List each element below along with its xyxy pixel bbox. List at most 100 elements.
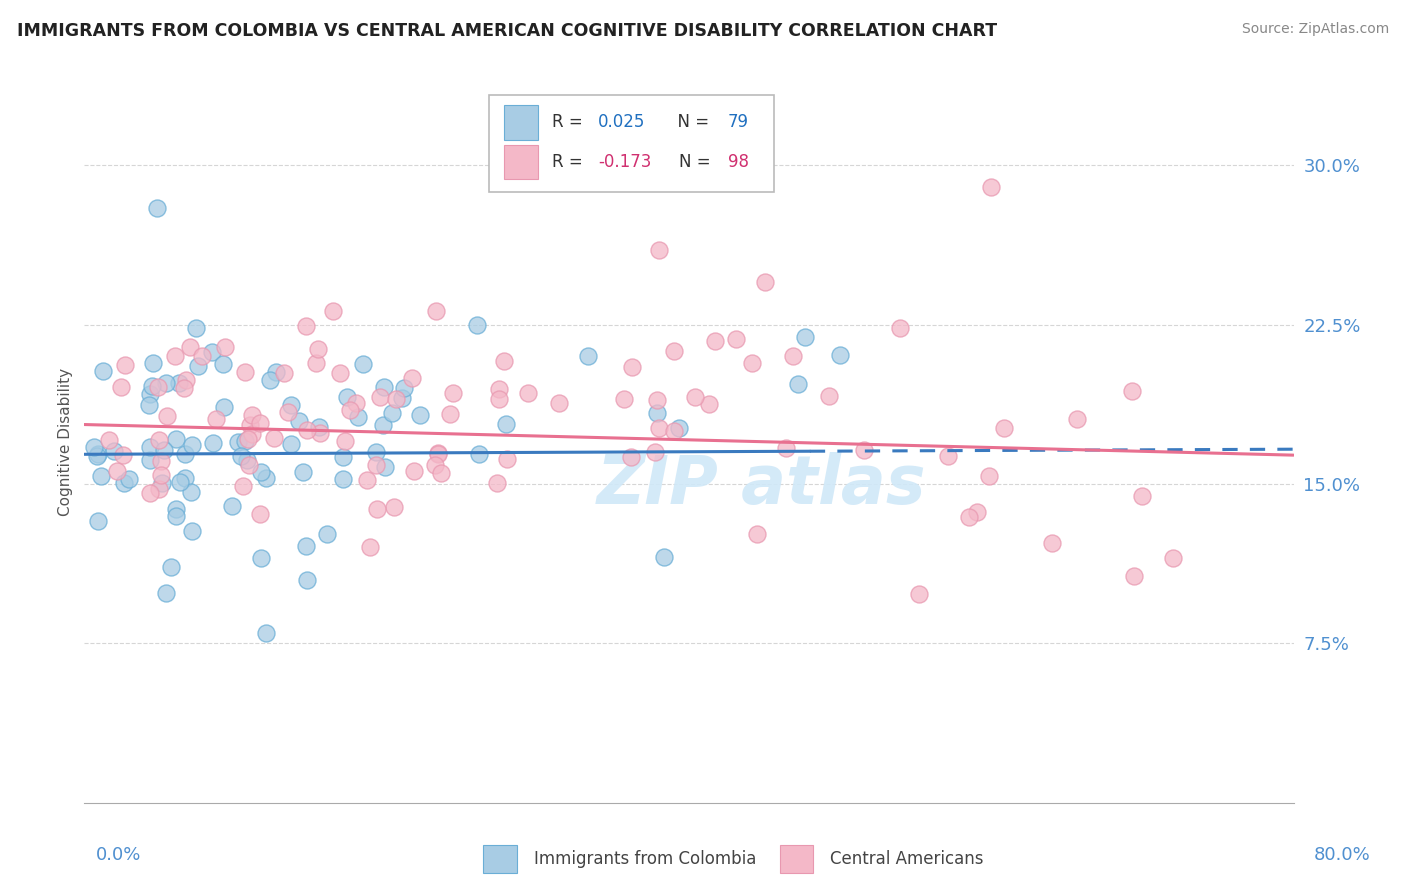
Point — [181, 524, 204, 538]
Point — [118, 472, 141, 486]
Point — [1121, 384, 1143, 399]
Text: R =: R = — [553, 113, 588, 131]
Point — [148, 433, 170, 447]
Point — [488, 382, 510, 396]
Point — [150, 476, 173, 491]
Point — [305, 356, 328, 370]
Text: Source: ZipAtlas.com: Source: ZipAtlas.com — [1241, 22, 1389, 37]
Point — [957, 510, 980, 524]
Text: 0.025: 0.025 — [599, 113, 645, 131]
Point — [316, 527, 339, 541]
Point — [176, 373, 198, 387]
Point — [468, 447, 491, 461]
Point — [359, 540, 381, 554]
Point — [373, 380, 395, 394]
Point — [344, 396, 367, 410]
Point — [174, 470, 197, 484]
Point — [226, 434, 249, 449]
Point — [166, 508, 188, 523]
Point — [1130, 489, 1153, 503]
Point — [889, 321, 911, 335]
Point — [238, 417, 260, 432]
FancyBboxPatch shape — [484, 846, 517, 873]
Point — [645, 393, 668, 408]
Point — [141, 379, 163, 393]
Point — [233, 434, 256, 449]
Text: N =: N = — [668, 113, 714, 131]
Point — [307, 342, 329, 356]
Point — [155, 585, 177, 599]
Point — [308, 426, 330, 441]
Point — [259, 373, 281, 387]
Point — [329, 366, 352, 380]
Point — [385, 392, 408, 406]
Point — [180, 438, 202, 452]
Point — [613, 392, 636, 407]
Point — [264, 365, 287, 379]
Point — [238, 458, 260, 472]
Point — [364, 458, 387, 473]
Point — [138, 486, 160, 500]
Text: 0.0%: 0.0% — [96, 846, 141, 863]
Point — [160, 559, 183, 574]
Y-axis label: Cognitive Disability: Cognitive Disability — [58, 368, 73, 516]
Point — [212, 400, 235, 414]
FancyBboxPatch shape — [780, 846, 814, 873]
Point — [236, 452, 259, 467]
Text: -0.173: -0.173 — [599, 153, 651, 171]
Point — [212, 357, 235, 371]
Point — [439, 407, 461, 421]
Point — [381, 406, 404, 420]
Point — [356, 473, 378, 487]
Point — [441, 386, 464, 401]
Text: 79: 79 — [728, 113, 748, 131]
Point — [333, 434, 356, 448]
Point — [240, 409, 263, 423]
Point — [745, 527, 768, 541]
Point — [277, 404, 299, 418]
Point — [292, 466, 315, 480]
Point — [240, 427, 263, 442]
Point — [683, 390, 706, 404]
Point — [165, 433, 187, 447]
Point — [576, 349, 599, 363]
Point — [332, 472, 354, 486]
Point — [280, 398, 302, 412]
Point — [112, 476, 135, 491]
Point — [114, 358, 136, 372]
Point — [425, 458, 447, 472]
Point — [165, 502, 187, 516]
Point — [254, 625, 277, 640]
Point — [1040, 535, 1063, 549]
Point — [86, 450, 108, 464]
Point — [644, 445, 666, 459]
Point — [703, 334, 725, 349]
Point — [647, 421, 669, 435]
Point — [1161, 551, 1184, 566]
Text: IMMIGRANTS FROM COLOMBIA VS CENTRAL AMERICAN COGNITIVE DISABILITY CORRELATION CH: IMMIGRANTS FROM COLOMBIA VS CENTRAL AMER… — [17, 22, 997, 40]
Point — [146, 201, 169, 215]
Point — [139, 386, 162, 401]
Text: R =: R = — [553, 153, 588, 171]
Point — [787, 377, 810, 392]
Point — [202, 436, 225, 450]
Point — [295, 540, 318, 554]
Point — [295, 318, 318, 333]
Point — [754, 275, 776, 289]
Point — [221, 499, 243, 513]
Point — [409, 408, 432, 422]
Point — [907, 587, 929, 601]
Point — [467, 318, 489, 332]
FancyBboxPatch shape — [503, 105, 538, 139]
Text: 80.0%: 80.0% — [1315, 846, 1371, 863]
Point — [322, 304, 344, 318]
Point — [346, 410, 368, 425]
Point — [205, 412, 228, 426]
Point — [648, 244, 671, 258]
Text: ZIP atlas: ZIP atlas — [596, 452, 927, 518]
Point — [852, 442, 875, 457]
Point — [664, 344, 686, 359]
Point — [494, 354, 516, 368]
Point — [169, 475, 191, 489]
Point — [83, 440, 105, 454]
